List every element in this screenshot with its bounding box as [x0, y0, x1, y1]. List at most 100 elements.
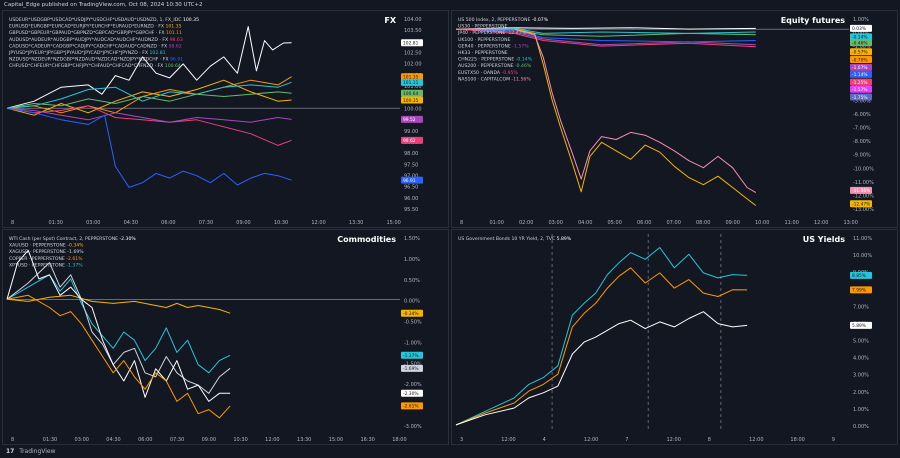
last-value-tag-bg — [850, 24, 872, 32]
x-tick-label: 06:00 — [161, 220, 175, 226]
legend-entry: EURUSD*EURGBP*EURCAD*EURJPY*EURCHF*EURAU… — [9, 24, 182, 30]
y-tick-label: 103.50 — [404, 28, 422, 34]
x-tick-label: 04:00 — [578, 220, 592, 226]
last-value-tag: 5.89% — [850, 321, 872, 329]
y-tick-label: 96.00 — [404, 196, 418, 202]
y-tick-label: 1.00% — [404, 257, 420, 263]
legend-entry: CADUSD*CADEUR*CADGBP*CADJPY*CADCHF*CADAU… — [9, 43, 182, 49]
last-value-tag-bg — [401, 96, 423, 104]
last-value-tag-label: -1.75% — [852, 95, 868, 101]
legend-entry: WTI Cash (per Spot) Contract, 2, PEPPERS… — [9, 236, 136, 242]
x-tick-label: 07:30 — [170, 437, 184, 443]
y-tick-label: 2.00% — [853, 390, 869, 396]
series-line-usd — [6, 26, 292, 109]
series-line-xagusd — [6, 262, 231, 394]
y-tick-label: 0.00% — [853, 424, 869, 430]
x-tick-label: 04:30 — [106, 437, 120, 443]
legend-entry: EUSTX50 · OANDA -0.95% — [458, 70, 518, 76]
y-tick-label: 5.00% — [853, 339, 869, 345]
equity-panel[interactable]: 1.00%0.00%-1.00%-2.00%-3.00%-4.00%-5.00%… — [451, 10, 898, 228]
legend-value: -0.07% — [532, 17, 549, 23]
last-value-tag: 101.11 — [401, 78, 423, 86]
last-value-tag-label: 5.89% — [852, 323, 866, 329]
x-tick-label: 04:30 — [124, 220, 138, 226]
x-tick-label: 12:00 — [584, 437, 598, 443]
x-tick-label: 06:00 — [637, 220, 651, 226]
x-tick-label: 09:00 — [726, 220, 740, 226]
y-tick-label: 11.00% — [853, 236, 872, 242]
legend-value: -0.34% — [67, 243, 84, 249]
legend-value: -1.37% — [66, 262, 83, 268]
series-line-xptusd — [6, 274, 231, 374]
x-tick-label: 13:00 — [844, 220, 858, 226]
x-tick-label: 18:00 — [392, 437, 406, 443]
last-value-tag-label: 99.52 — [403, 117, 416, 123]
x-tick-label: 12:00 — [311, 220, 325, 226]
last-value-tag: 100.35 — [401, 96, 423, 104]
tradingview-logo[interactable]: 17 — [6, 448, 15, 455]
series-line-xauusd — [6, 294, 231, 314]
legend-value: 5.89% — [557, 236, 572, 242]
legend-value: -2.30% — [120, 236, 137, 242]
y-tick-label: -5.00% — [853, 98, 871, 104]
legend-value: 102.81 — [149, 50, 165, 56]
series-line-gbp — [6, 76, 292, 114]
fx-chart: 104.00103.50103.00102.50102.00101.50101.… — [6, 16, 423, 226]
x-tick-label: 11:00 — [785, 220, 799, 226]
x-tick-label: 16:30 — [360, 437, 374, 443]
x-tick-label: 12:00 — [814, 220, 828, 226]
last-value-tag-label: -0.46% — [852, 40, 868, 46]
y-tick-label: 1.00% — [853, 407, 869, 413]
y-tick-label: 95.50 — [404, 207, 418, 213]
y-tick-label: 98.00 — [404, 151, 418, 157]
last-value-tag-bg — [401, 309, 423, 317]
legend-entry: AUDUSD*AUDEUR*AUDGBP*AUDJPY*AUDCAD*AUDCH… — [9, 37, 183, 43]
last-value-tag-label: -0.34% — [403, 311, 419, 317]
fx-panel[interactable]: 104.00103.50103.00102.50102.00101.50101.… — [2, 10, 449, 228]
x-tick-label: 01:30 — [43, 437, 57, 443]
x-tick-label: 15:00 — [329, 437, 343, 443]
last-value-tag-label: -2.30% — [403, 391, 419, 397]
last-value-tag: 100.64 — [401, 89, 423, 97]
y-tick-label: 102.00 — [404, 62, 422, 68]
last-value-tag-label: 98.62 — [403, 138, 416, 144]
legend-entry: NAS100 · CAPITALCOM -11.56% — [458, 76, 531, 82]
last-value-tag-bg — [850, 200, 872, 208]
last-value-tag-label: 101.35 — [403, 75, 419, 81]
last-value-tag: -0.14% — [850, 33, 872, 41]
y-tick-label: -7.00% — [853, 126, 871, 132]
series-line-ger40 — [455, 28, 756, 46]
last-value-tag: -0.70% — [850, 56, 872, 63]
last-value-tag-label: -0.57% — [852, 50, 868, 56]
legend-value: 100.35 — [183, 17, 199, 23]
y-tick-label: -0.50% — [404, 320, 422, 326]
legend-entry: US30 · PEPPERSTONE — [458, 24, 508, 30]
last-value-tag-bg — [401, 115, 423, 123]
y-tick-label: 4.00% — [853, 356, 869, 362]
legend-value: 101.35 — [165, 24, 181, 30]
y-tick-label: -9.00% — [853, 153, 871, 159]
last-value-tag-label: 100.35 — [403, 98, 419, 104]
legend-value: -0.14% — [516, 57, 533, 63]
x-tick-label: 02:00 — [519, 220, 533, 226]
commodities-chart: 1.50% 1.00% 0.50% 0.00% -0.50% -1.00% -1.50% -2… — [6, 235, 423, 443]
x-tick-label: 15:00 — [386, 220, 400, 226]
series-line-us10y — [455, 311, 748, 426]
last-value-tag-bg — [401, 389, 423, 397]
x-tick-label: 03:00 — [86, 220, 100, 226]
publish-header: Capital_Edge published on TradingView.co… — [4, 2, 203, 8]
series-line-aud — [6, 105, 292, 146]
series-line-nas100 — [456, 28, 757, 194]
x-tick-label: 07:00 — [667, 220, 681, 226]
y-tick-label: -1.00% — [404, 340, 422, 346]
footer-brand[interactable]: TradingView — [19, 448, 56, 455]
last-value-tag: -0.34% — [401, 309, 423, 317]
yields-panel[interactable]: 11.00%10.00%9.00%8.00%7.00%6.00%5.00%4.0… — [451, 229, 898, 445]
last-value-tag: -1.25% — [850, 78, 872, 86]
last-value-tag: -1.75% — [850, 93, 872, 101]
commodities-panel[interactable]: 1.50% 1.00% 0.50% 0.00% -0.50% -1.00% -1.50% -2… — [2, 229, 449, 445]
last-value-tag-label: 102.81 — [403, 41, 419, 47]
last-value-tag: -1.57% — [850, 85, 872, 93]
x-tick-label: 03:00 — [75, 437, 89, 443]
y-tick-label: 96.50 — [404, 185, 418, 191]
